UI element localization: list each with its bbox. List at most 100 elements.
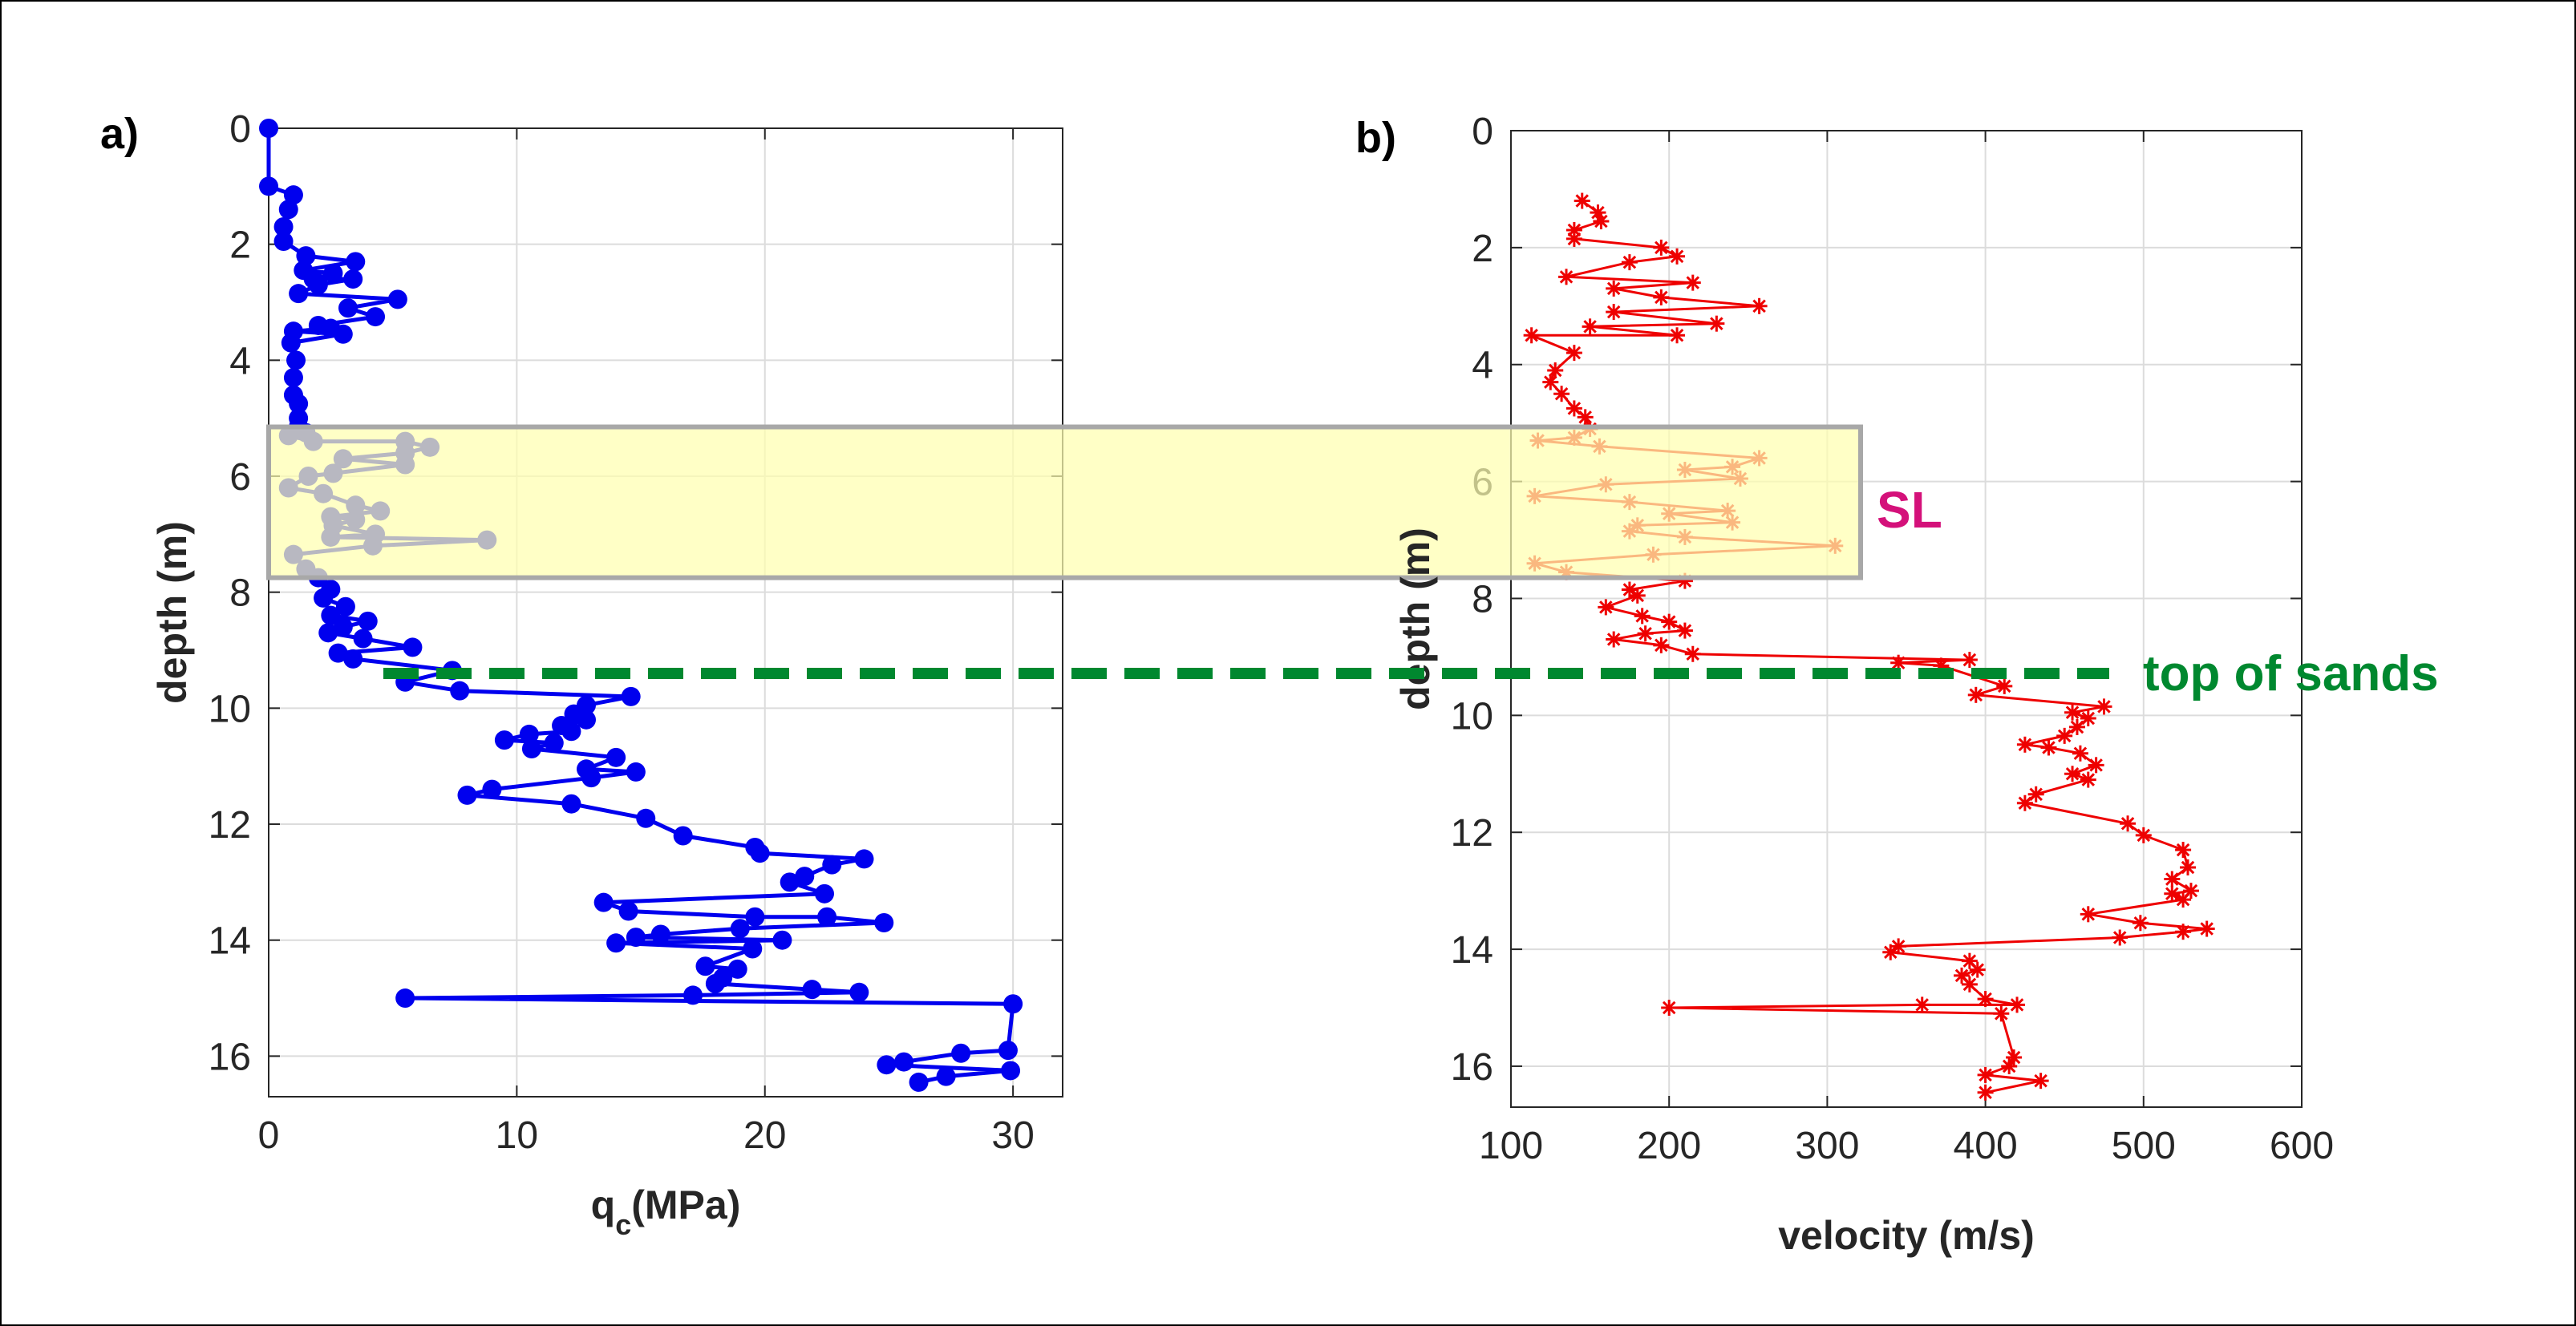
- x-tick-label: 100: [1479, 1125, 1543, 1167]
- data-point: [273, 232, 294, 252]
- data-point: [849, 982, 869, 1002]
- data-point: [346, 252, 366, 272]
- data-point: [2064, 766, 2081, 782]
- data-point: [727, 959, 747, 979]
- y-tick-label: 8: [1472, 578, 1493, 621]
- data-point: [936, 1066, 956, 1086]
- data-point: [874, 912, 894, 932]
- data-point: [743, 939, 763, 959]
- x-tick-label: 10: [496, 1114, 538, 1157]
- data-point: [2182, 883, 2199, 899]
- data-point: [1001, 1061, 1021, 1081]
- data-point: [2068, 718, 2085, 735]
- panel-a-ticks: 0 10 20 30 0 2 4 6 8 10 12 14 16: [209, 108, 1063, 1157]
- data-point: [730, 919, 750, 939]
- data-point: [494, 730, 514, 750]
- data-point: [822, 855, 842, 875]
- data-point: [626, 928, 646, 948]
- data-point: [998, 1041, 1018, 1061]
- data-point: [2132, 915, 2149, 932]
- panel-a-axes-frame: [268, 127, 1063, 1098]
- data-point: [951, 1043, 971, 1063]
- y-tick-label: 4: [1472, 345, 1493, 387]
- data-point: [2164, 871, 2181, 887]
- data-point: [581, 768, 601, 788]
- data-point: [1629, 587, 1646, 604]
- data-point: [1751, 297, 1768, 314]
- y-tick-label: 12: [1451, 812, 1493, 855]
- data-point: [321, 605, 341, 625]
- data-point: [283, 185, 303, 205]
- panel-b-label: b): [1355, 114, 1396, 162]
- data-point: [1882, 944, 1899, 960]
- y-tick-label: 12: [209, 804, 251, 847]
- data-point: [1598, 599, 1614, 616]
- data-point: [450, 681, 470, 701]
- data-point: [323, 263, 343, 283]
- data-point: [1634, 608, 1651, 625]
- data-point: [2080, 771, 2096, 788]
- data-point: [1593, 213, 1610, 230]
- data-point: [343, 269, 363, 289]
- panel-b-ylabel: depth (m): [1393, 528, 1438, 710]
- data-point: [2096, 698, 2112, 715]
- data-point: [2080, 906, 2096, 923]
- data-point: [519, 724, 539, 744]
- panel-b-xlabel: velocity (m/s): [1778, 1213, 2035, 1258]
- data-point: [802, 980, 822, 1000]
- data-point: [333, 617, 353, 637]
- panel-a-label: a): [100, 110, 139, 158]
- data-point: [2080, 709, 2096, 726]
- data-point: [621, 686, 641, 706]
- data-point: [1967, 686, 1984, 703]
- data-point: [561, 794, 581, 814]
- panel-a-ylabel: depth (m): [150, 521, 195, 704]
- data-point: [278, 200, 298, 220]
- data-point: [286, 350, 306, 370]
- data-point: [544, 733, 564, 753]
- data-point: [2001, 1057, 2018, 1074]
- x-tick-label: 200: [1637, 1125, 1701, 1167]
- data-point: [1669, 248, 1686, 265]
- data-point: [395, 988, 415, 1009]
- data-point: [618, 901, 638, 921]
- data-point: [1996, 677, 2013, 694]
- y-tick-label: 2: [229, 224, 251, 267]
- data-point: [909, 1072, 929, 1092]
- data-point: [795, 867, 815, 887]
- data-point: [1684, 274, 1701, 291]
- data-point: [705, 973, 725, 993]
- data-point: [593, 892, 614, 912]
- y-tick-label: 2: [1472, 228, 1493, 270]
- data-point: [1661, 613, 1678, 630]
- data-point: [2175, 891, 2192, 908]
- panel-a-xlabel: qc(MPa): [591, 1182, 741, 1241]
- x-tick-label: 0: [258, 1114, 280, 1157]
- data-point: [259, 176, 278, 196]
- panel-b-grid: [1510, 130, 2303, 1107]
- data-point: [1961, 976, 1978, 992]
- data-point: [335, 596, 355, 617]
- data-point: [2056, 727, 2073, 744]
- data-point: [772, 930, 792, 950]
- data-point: [1542, 374, 1559, 390]
- data-point: [606, 933, 626, 953]
- data-point: [2198, 920, 2215, 937]
- data-point: [2009, 997, 2026, 1013]
- data-point: [457, 785, 477, 805]
- panel-a-xlabel-units: (MPa): [631, 1182, 740, 1227]
- data-point: [815, 883, 834, 904]
- data-point: [1669, 327, 1686, 344]
- y-tick-label: 10: [1451, 695, 1493, 738]
- data-point: [521, 738, 541, 758]
- data-point: [1676, 622, 1693, 639]
- data-point: [695, 956, 715, 976]
- data-point: [1977, 991, 1994, 1008]
- data-point: [403, 637, 423, 657]
- panel-b-ticks: 1002003004005006000246810121416: [1451, 111, 2334, 1167]
- data-point: [283, 368, 303, 388]
- data-point: [1977, 1066, 1994, 1083]
- top-of-sands-annotation: top of sands: [2143, 646, 2439, 701]
- y-tick-label: 0: [1472, 111, 1493, 153]
